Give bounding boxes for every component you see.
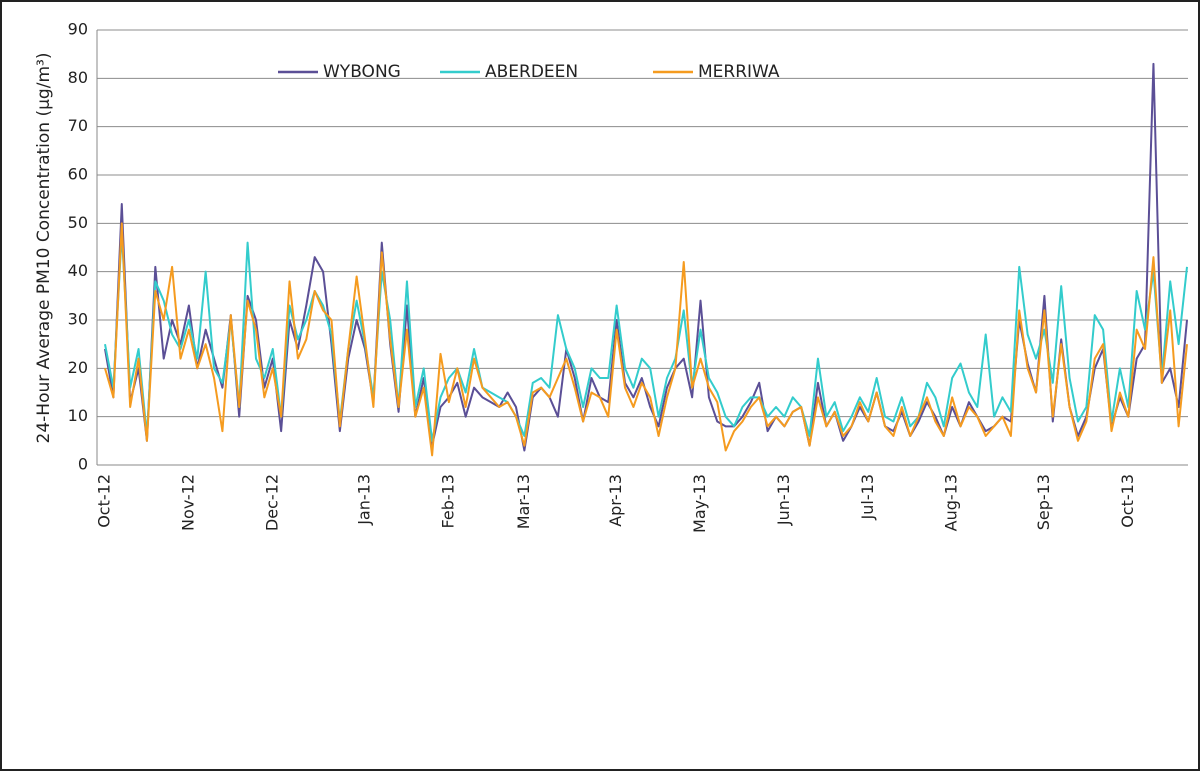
x-tick-label: Oct-13 [1118, 474, 1137, 528]
y-tick-label: 10 [68, 406, 88, 425]
y-tick-label: 0 [78, 455, 88, 474]
x-tick-label: May-13 [690, 474, 709, 533]
x-tick-label: Jan-13 [355, 474, 374, 526]
legend-label: ABERDEEN [485, 62, 578, 82]
series-line [104, 62, 1188, 452]
x-tick-label: Dec-12 [262, 474, 281, 531]
series-line [104, 222, 1188, 457]
y-tick-label: 90 [68, 20, 88, 39]
x-tick-label: Jul-13 [858, 474, 877, 520]
legend-label: WYBONG [323, 62, 401, 82]
y-tick-label: 70 [68, 116, 88, 135]
y-tick-label: 60 [68, 165, 88, 184]
x-tick-label: Sep-13 [1034, 474, 1053, 530]
y-axis-title: 24-Hour Average PM10 Concentration (µg/m… [34, 53, 54, 444]
x-tick-label: Nov-12 [178, 474, 197, 531]
x-tick-label: Feb-13 [438, 474, 457, 528]
x-tick-label: Aug-13 [942, 474, 961, 531]
x-tick-label: Jun-13 [774, 474, 793, 526]
y-tick-label: 30 [68, 310, 88, 329]
legend-label: MERRIWA [698, 62, 780, 82]
x-tick-label: Apr-13 [606, 474, 625, 527]
y-tick-label: 20 [68, 358, 88, 377]
x-tick-label: Oct-12 [95, 474, 114, 528]
y-tick-label: 40 [68, 261, 88, 280]
y-tick-label: 50 [68, 213, 88, 232]
x-tick-label: Mar-13 [514, 474, 533, 529]
y-tick-label: 80 [68, 68, 88, 87]
